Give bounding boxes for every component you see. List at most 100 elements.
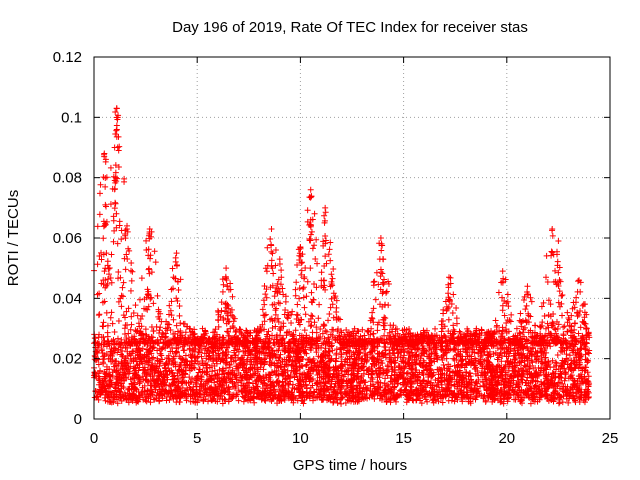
data-point — [449, 392, 456, 399]
data-point — [262, 387, 269, 394]
data-point — [302, 381, 309, 388]
data-point — [391, 364, 398, 371]
data-point — [244, 343, 251, 350]
data-point — [106, 398, 113, 405]
data-point — [293, 367, 300, 374]
data-point — [324, 364, 331, 371]
data-point — [504, 358, 511, 365]
data-point — [471, 349, 478, 356]
data-point — [149, 376, 156, 383]
data-point — [107, 274, 114, 281]
data-point — [221, 388, 228, 395]
data-point — [453, 357, 460, 364]
data-point — [413, 397, 420, 404]
data-point — [223, 348, 230, 355]
data-point — [223, 359, 230, 366]
data-point — [501, 345, 508, 352]
data-point — [494, 363, 501, 370]
data-point — [403, 399, 410, 406]
data-point — [569, 375, 576, 382]
data-point — [566, 389, 573, 396]
data-point — [499, 375, 506, 382]
data-point — [487, 369, 494, 376]
data-point — [416, 369, 423, 376]
data-point — [292, 368, 299, 375]
data-point — [527, 371, 534, 378]
data-point — [538, 359, 545, 366]
data-point — [401, 375, 408, 382]
data-point — [223, 385, 230, 392]
data-point — [439, 399, 446, 406]
data-point — [130, 348, 137, 355]
data-point — [383, 395, 390, 402]
data-point — [585, 350, 592, 357]
data-point — [485, 354, 492, 361]
data-point — [207, 376, 214, 383]
data-point — [177, 362, 184, 369]
data-point — [214, 398, 221, 405]
data-point — [241, 385, 248, 392]
data-point — [127, 326, 134, 333]
data-point — [460, 375, 467, 382]
data-point — [466, 352, 473, 359]
data-point — [559, 399, 566, 406]
data-point — [298, 362, 305, 369]
data-point — [160, 371, 167, 378]
data-point — [156, 327, 163, 334]
data-point — [392, 394, 399, 401]
data-point — [442, 393, 449, 400]
data-point — [313, 236, 320, 243]
data-point — [518, 359, 525, 366]
data-point — [578, 352, 585, 359]
data-point — [548, 391, 555, 398]
data-point — [352, 394, 359, 401]
data-point — [455, 390, 462, 397]
data-point — [581, 391, 588, 398]
data-point — [130, 391, 137, 398]
data-point — [555, 299, 562, 306]
data-point — [400, 389, 407, 396]
data-point — [353, 385, 360, 392]
data-point — [390, 333, 397, 340]
data-point — [575, 386, 582, 393]
data-point — [429, 382, 436, 389]
data-point — [453, 304, 460, 311]
data-point — [572, 364, 579, 371]
data-point — [481, 392, 488, 399]
data-point — [259, 395, 266, 402]
data-point — [161, 364, 168, 371]
data-point — [255, 387, 262, 394]
data-point — [228, 354, 235, 361]
data-point — [510, 352, 517, 359]
data-point — [416, 360, 423, 367]
data-point — [154, 357, 161, 364]
data-point — [348, 395, 355, 402]
data-point — [374, 374, 381, 381]
data-point — [528, 385, 535, 392]
data-point — [319, 330, 326, 337]
data-point — [349, 386, 356, 393]
data-point — [182, 387, 189, 394]
data-point — [336, 386, 343, 393]
data-point — [504, 398, 511, 405]
data-point — [533, 358, 540, 365]
data-point — [115, 341, 122, 348]
data-point — [252, 347, 259, 354]
data-point — [382, 375, 389, 382]
data-point — [299, 388, 306, 395]
data-point — [224, 344, 231, 351]
data-point — [139, 373, 146, 380]
data-point — [509, 365, 516, 372]
data-point — [471, 365, 478, 372]
data-point — [93, 356, 100, 363]
data-point — [296, 358, 303, 365]
data-point — [211, 376, 218, 383]
data-point — [229, 391, 236, 398]
data-point — [381, 326, 388, 333]
data-point — [263, 268, 270, 275]
data-point — [162, 382, 169, 389]
data-point — [248, 374, 255, 381]
data-point — [449, 369, 456, 375]
data-point — [318, 353, 325, 360]
data-point — [183, 361, 190, 368]
